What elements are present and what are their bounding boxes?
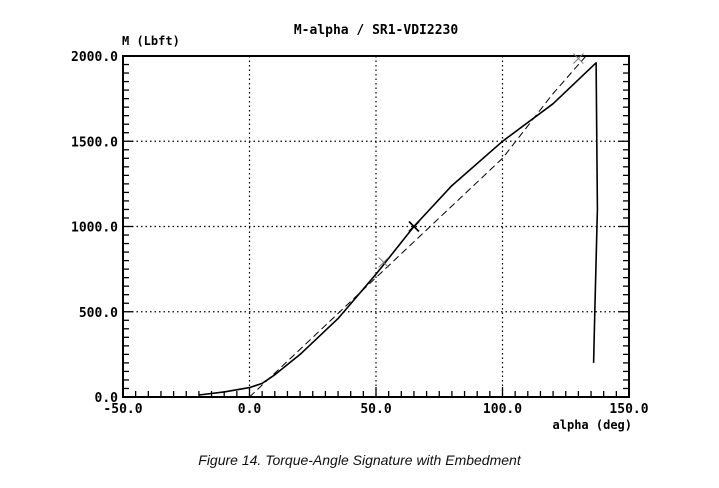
y-tick-label: 500.0: [79, 306, 118, 321]
series-line-dashed: [249, 55, 587, 398]
series-line-solid: [198, 61, 599, 396]
y-tick-label: 2000.0: [71, 50, 118, 65]
grid-lines: [123, 56, 629, 397]
data-marker-x: [573, 53, 584, 64]
x-tick-label: 0.0: [238, 402, 262, 417]
x-tick-labels: -50.0 0.0 50.0 100.0 150.0: [103, 402, 648, 417]
data-markers: [378, 53, 584, 268]
y-tick-labels: 0.0 500.0 1000.0 1500.0 2000.0: [71, 50, 118, 406]
figure-caption: Figure 14. Torque-Angle Signature with E…: [198, 452, 521, 468]
data-marker-x: [408, 220, 420, 233]
x-tick-label: 150.0: [609, 402, 648, 417]
chart-title: M-alpha / SR1-VDI2230: [294, 23, 459, 38]
x-axis-label: alpha (deg): [553, 418, 632, 432]
y-axis-label: M (Lbft): [122, 34, 180, 48]
data-series: [198, 55, 599, 398]
x-tick-label: 100.0: [483, 402, 522, 417]
y-tick-label: 1000.0: [71, 221, 118, 236]
y-tick-label: 1500.0: [71, 135, 118, 150]
data-marker-x: [378, 256, 389, 268]
x-tick-label: -50.0: [103, 402, 142, 417]
plot-frame: [122, 55, 630, 398]
x-tick-label: 50.0: [360, 402, 391, 417]
y-tick-label: 0.0: [95, 391, 119, 406]
